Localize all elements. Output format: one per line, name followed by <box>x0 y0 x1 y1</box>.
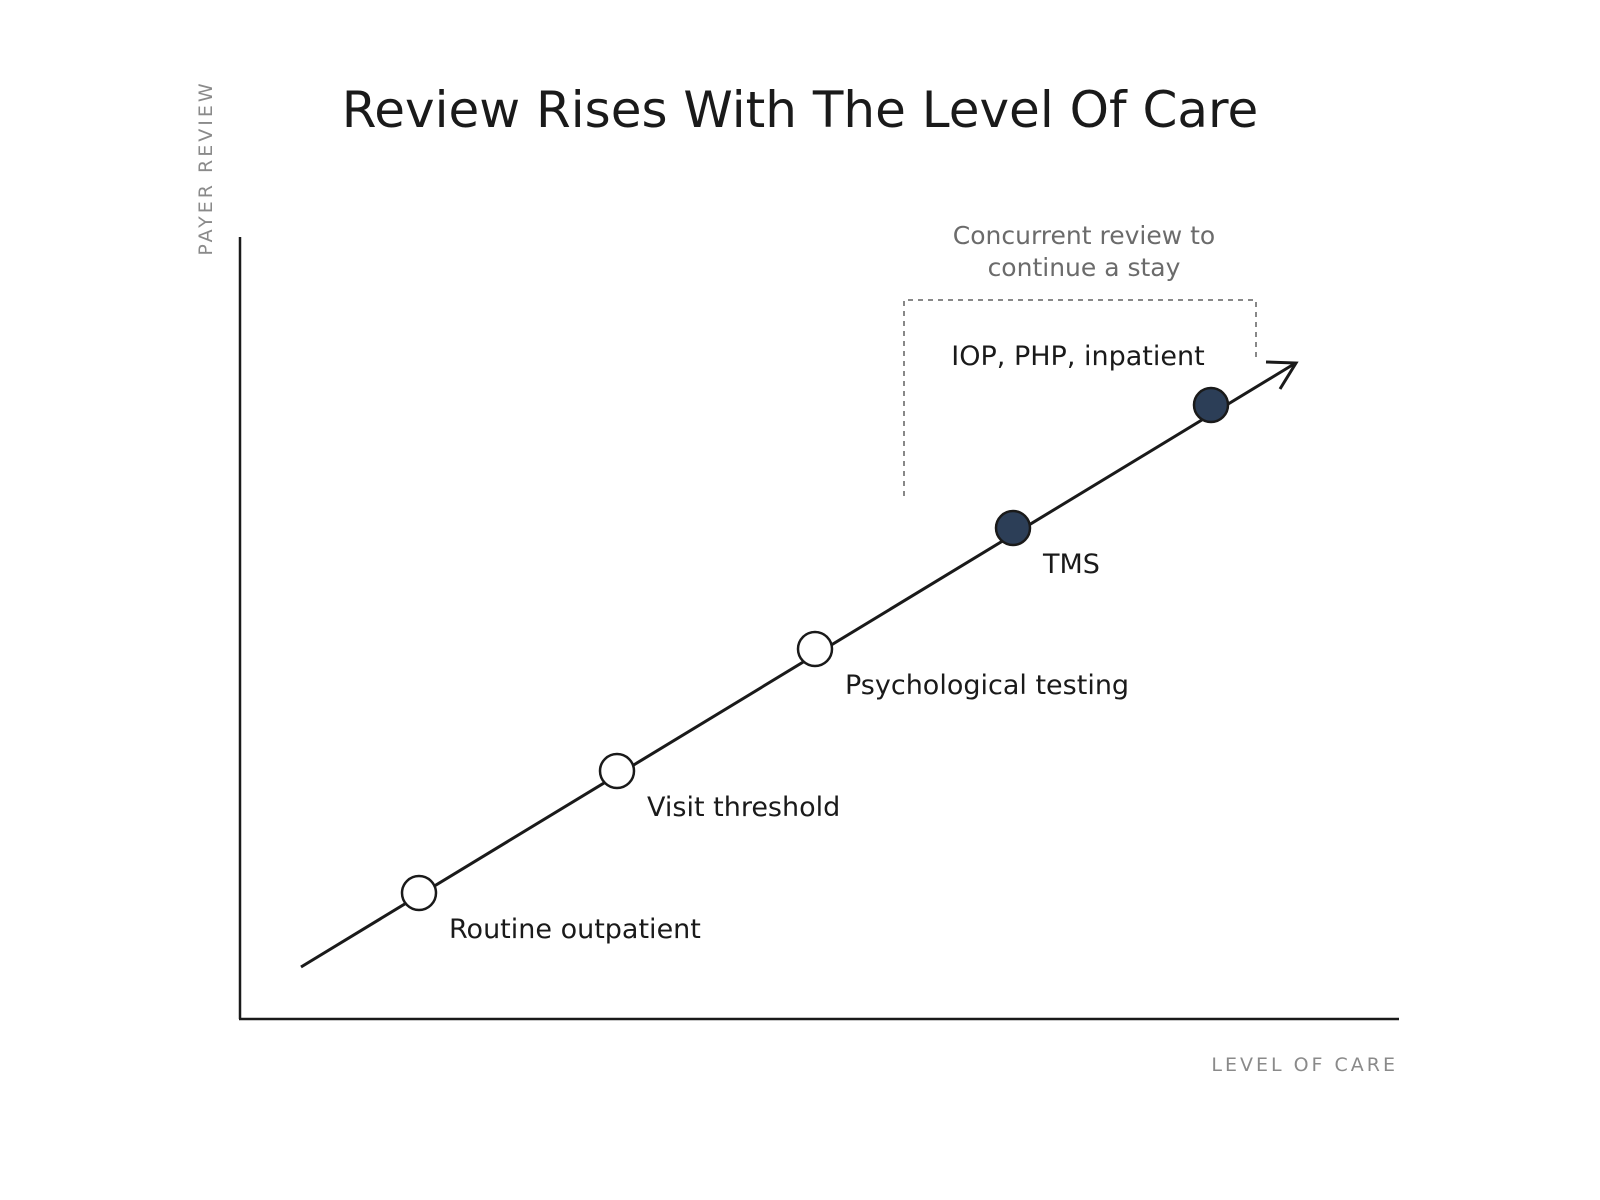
node <box>1192 386 1230 424</box>
bracket <box>903 299 1257 496</box>
node-label: Visit threshold <box>647 792 840 823</box>
node-label: IOP, PHP, inpatient <box>951 341 1204 372</box>
node-label: Routine outpatient <box>449 914 701 945</box>
trend-line <box>300 362 1295 969</box>
node <box>994 509 1032 547</box>
annotation-line: Concurrent review to <box>953 221 1215 250</box>
x-axis-label: LEVEL OF CARE <box>1211 1054 1398 1076</box>
node-label: TMS <box>1042 549 1100 580</box>
arrow-head <box>1265 360 1299 390</box>
annotation-line: continue a stay <box>988 253 1181 282</box>
node-label: Psychological testing <box>845 670 1129 701</box>
y-axis-label: PAYER REVIEW <box>195 80 217 255</box>
node <box>400 874 438 912</box>
node <box>796 630 834 668</box>
node <box>598 752 636 790</box>
title: Review Rises With The Level Of Care <box>342 81 1258 139</box>
nodes: Routine outpatient Visit threshold Psychol… <box>400 341 1230 945</box>
